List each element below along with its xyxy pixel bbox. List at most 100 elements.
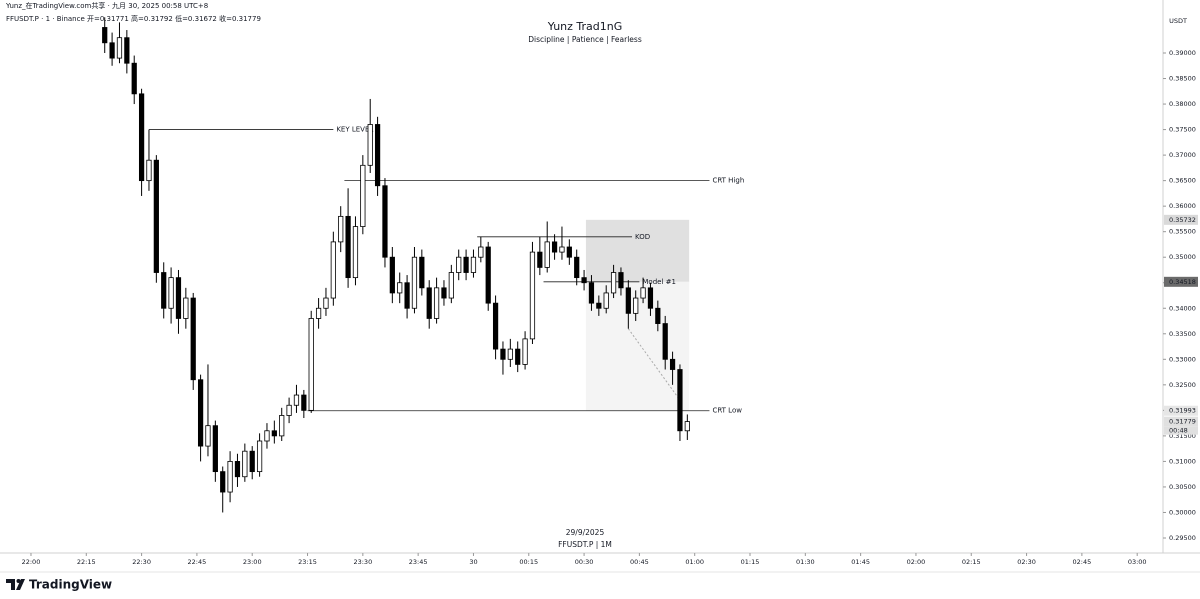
candle-body <box>411 256 418 309</box>
candle-body <box>448 272 454 299</box>
y-tick-label: 0.37000 <box>1169 151 1196 159</box>
y-tick-label: 0.37500 <box>1169 126 1196 134</box>
x-tick-label: 01:45 <box>851 558 870 566</box>
level-label: KOD <box>635 233 650 241</box>
candle-body <box>625 287 631 314</box>
brand: TradingView <box>29 578 112 592</box>
candle-body <box>109 42 115 59</box>
candle-body <box>330 241 336 299</box>
candle-body <box>507 348 513 360</box>
share-line: Yunz_在TradingView.com共享 · 九月 30, 2025 00… <box>5 1 208 10</box>
y-tick-label: 0.33500 <box>1169 330 1196 338</box>
y-tick-label: 0.35000 <box>1169 253 1196 261</box>
x-tick-label: 23:45 <box>409 558 428 566</box>
x-tick-label: 00:45 <box>630 558 649 566</box>
candle-body <box>574 256 580 279</box>
candle-body <box>684 421 690 432</box>
candle-body <box>419 256 425 289</box>
candle-body <box>146 159 152 182</box>
candle-body <box>603 292 609 309</box>
candle-body <box>242 450 248 478</box>
candle-body <box>345 215 351 279</box>
candle-body <box>640 287 646 299</box>
y-tick-label: 0.30500 <box>1169 483 1196 491</box>
candle-body <box>124 37 130 64</box>
level-label: CRT Low <box>712 407 742 415</box>
candle-body <box>338 215 344 243</box>
candle-body <box>544 241 550 268</box>
candle-body <box>352 226 359 279</box>
candle-body <box>323 297 329 309</box>
price-marker-label: 0.31779 <box>1169 418 1196 426</box>
currency-label: USDT <box>1169 17 1187 25</box>
candle-body <box>315 307 322 319</box>
candle-body <box>492 302 499 350</box>
candle-body <box>190 297 196 381</box>
candle-body <box>566 246 572 258</box>
logo-icon <box>6 579 25 590</box>
x-tick-label: 30 <box>469 558 477 566</box>
candle-body <box>618 272 624 289</box>
x-tick-label: 23:00 <box>243 558 262 566</box>
y-tick-label: 0.33000 <box>1169 355 1196 363</box>
candle-body <box>485 246 491 304</box>
candle-body <box>205 425 211 447</box>
candle-body <box>633 297 639 314</box>
y-tick-label: 0.39000 <box>1169 49 1196 57</box>
candle-body <box>655 307 661 324</box>
price-marker-label: 0.31993 <box>1169 407 1196 415</box>
x-tick-label: 00:30 <box>575 558 594 566</box>
x-tick-label: 03:00 <box>1128 558 1147 566</box>
y-tick-label: 0.31500 <box>1169 432 1196 440</box>
x-tick-label: 02:00 <box>907 558 926 566</box>
zone <box>585 219 690 282</box>
y-tick-label: 0.36000 <box>1169 202 1196 210</box>
candle-body <box>382 185 388 258</box>
level-label: CRT High <box>712 177 744 185</box>
x-tick-label: 01:30 <box>796 558 815 566</box>
x-tick-label: 23:30 <box>353 558 372 566</box>
candle-body <box>662 323 668 360</box>
candle-body <box>596 302 602 309</box>
candle-body <box>301 394 307 411</box>
candle-body <box>529 251 536 340</box>
x-tick-label: 02:45 <box>1073 558 1092 566</box>
y-tick-label: 0.31000 <box>1169 457 1196 465</box>
candle-body <box>581 277 587 284</box>
candle-body <box>249 450 255 473</box>
candle-body <box>138 93 145 182</box>
candle-body <box>441 287 447 299</box>
y-tick-label: 0.38000 <box>1169 100 1196 108</box>
candle-body <box>234 461 241 478</box>
countdown: 00:48 <box>1169 427 1188 435</box>
price-marker <box>1164 416 1198 427</box>
price-marker-label: 0.35732 <box>1169 216 1196 224</box>
candle-body <box>588 282 595 304</box>
symbol-line: FFUSDT.P · 1 · Binance 开=0.31771 高=0.317… <box>6 14 261 23</box>
y-tick-label: 0.34000 <box>1169 304 1196 312</box>
candle-body <box>183 297 189 319</box>
x-tick-label: 22:00 <box>22 558 41 566</box>
y-tick-label: 0.32500 <box>1169 381 1196 389</box>
candle-body <box>168 277 174 309</box>
candle-body <box>397 282 403 294</box>
candle-body <box>220 471 226 493</box>
price-marker <box>1164 276 1198 287</box>
candle-body <box>131 62 137 95</box>
candle-body <box>279 415 285 437</box>
y-tick-label: 0.38500 <box>1169 75 1196 83</box>
projection-line <box>627 328 681 401</box>
date-label: 29/9/2025 <box>566 528 605 537</box>
x-tick-label: 22:30 <box>132 558 151 566</box>
symbol-label: FFUSDT.P | 1M <box>558 540 612 549</box>
price-marker-label: 0.34518 <box>1169 278 1196 286</box>
candle-body <box>153 159 159 273</box>
candle-body <box>515 348 521 365</box>
chart-subtitle: Discipline | Patience | Fearless <box>528 35 642 44</box>
candle-body <box>470 256 477 273</box>
candle-body <box>647 287 654 309</box>
candle-body <box>116 37 123 59</box>
candle-body <box>360 164 366 227</box>
candle-body <box>367 124 373 166</box>
